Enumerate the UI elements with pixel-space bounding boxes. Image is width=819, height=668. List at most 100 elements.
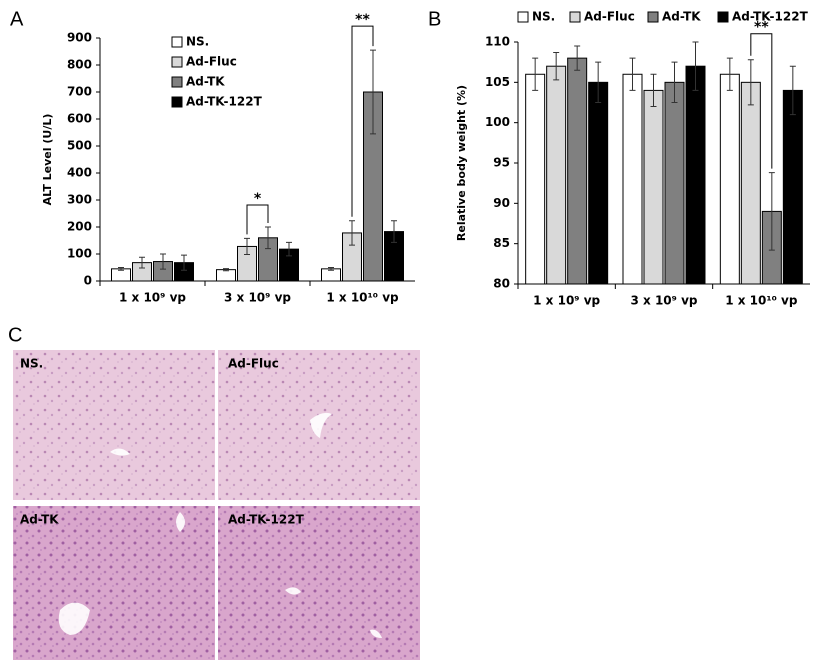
legend-label: Ad-Fluc	[584, 10, 635, 24]
bar	[546, 65, 567, 285]
x-tick-label: 3 x 10⁹ vp	[224, 291, 291, 305]
error-bar	[768, 172, 775, 251]
bar	[643, 89, 664, 285]
micrograph	[218, 506, 420, 660]
bar	[740, 81, 761, 285]
bar	[567, 57, 588, 285]
annotation: *	[254, 191, 262, 207]
annotation: **	[754, 20, 769, 36]
bar	[588, 81, 609, 285]
error-bar	[328, 267, 334, 271]
error-bar	[747, 59, 754, 106]
legend-swatch	[171, 76, 183, 88]
y-tick-label: 85	[493, 236, 510, 250]
legend-label: NS.	[532, 10, 555, 24]
significance-bracket	[750, 33, 773, 169]
error-bar	[789, 65, 796, 116]
micrograph-label: Ad-TK	[20, 513, 59, 527]
legend-swatch	[171, 36, 183, 48]
y-tick-label: 80	[493, 277, 510, 291]
bar	[622, 73, 643, 285]
error-bar	[574, 45, 581, 71]
legend-swatch	[647, 11, 659, 23]
error-bar	[391, 220, 397, 243]
error-bar	[139, 256, 145, 269]
micrograph	[13, 506, 215, 660]
error-bar	[629, 57, 636, 91]
bar	[685, 65, 706, 285]
vessel	[176, 512, 185, 532]
y-tick-label: 105	[485, 75, 510, 89]
bar	[719, 73, 740, 285]
error-bar	[595, 61, 602, 103]
error-bar	[265, 226, 271, 250]
y-tick-label: 100	[485, 115, 510, 129]
y-tick-label: 100	[67, 247, 92, 261]
legend-label: Ad-TK-122T	[186, 95, 263, 109]
vessel	[110, 448, 130, 456]
significance-bracket	[351, 25, 374, 217]
legend-swatch	[717, 11, 729, 23]
y-tick-label: 300	[67, 193, 92, 207]
x-tick-label: 3 x 10⁹ vp	[631, 294, 698, 308]
vessel	[285, 587, 382, 638]
error-bar	[671, 61, 678, 103]
bar	[216, 269, 236, 282]
error-bar	[650, 73, 657, 108]
y-tick-label: 0	[84, 274, 92, 288]
error-bar	[692, 41, 699, 91]
x-tick-label: 1 x 10¹⁰ vp	[725, 294, 798, 308]
micrograph-label: NS.	[20, 357, 43, 371]
error-bar	[349, 220, 355, 246]
error-bar	[223, 268, 229, 272]
legend-swatch	[569, 11, 581, 23]
vessel	[58, 602, 90, 635]
x-tick-label: 1 x 10⁹ vp	[119, 291, 186, 305]
legend-label: Ad-TK	[662, 10, 701, 24]
micrograph-label: Ad-Fluc	[228, 357, 279, 371]
legend-swatch	[171, 96, 183, 108]
bar	[664, 81, 685, 285]
legend-label: Ad-Fluc	[186, 55, 237, 69]
error-bar	[726, 57, 733, 91]
micrograph-label: Ad-TK-122T	[228, 513, 305, 527]
vessel	[310, 412, 332, 438]
y-tick-label: 90	[493, 196, 510, 210]
y-tick-label: 600	[67, 112, 92, 126]
y-tick-label: 800	[67, 58, 92, 72]
y-tick-label: 95	[493, 156, 510, 170]
bar	[525, 73, 546, 285]
error-bar	[553, 51, 560, 81]
legend-label: NS.	[186, 35, 209, 49]
panel-label: C	[8, 324, 22, 346]
x-tick-label: 1 x 10⁹ vp	[533, 294, 600, 308]
error-bar	[118, 267, 124, 271]
legend-swatch	[171, 56, 183, 68]
legend-label: Ad-TK	[186, 75, 225, 89]
histology: NS. Ad-Fluc Ad-TK Ad-TK-122T	[13, 350, 420, 660]
error-bar	[532, 57, 539, 91]
legend-swatch	[517, 11, 529, 23]
legend-label: Ad-TK-122T	[732, 10, 809, 24]
significance-bracket	[246, 204, 269, 235]
y-tick-label: 200	[67, 220, 92, 234]
error-bar	[286, 241, 292, 257]
y-tick-label: 110	[485, 35, 510, 49]
y-tick-label: 700	[67, 85, 92, 99]
error-bar	[181, 254, 187, 271]
y-axis-label: ALT Level (U/L)	[41, 114, 54, 206]
error-bar	[160, 253, 166, 270]
bar	[782, 89, 803, 285]
y-axis-label: Relative body weight (%)	[455, 85, 468, 241]
annotation: **	[355, 12, 370, 28]
y-tick-label: 900	[67, 31, 92, 45]
panel-label: B	[428, 8, 441, 30]
x-tick-label: 1 x 10¹⁰ vp	[326, 291, 399, 305]
y-tick-label: 400	[67, 166, 92, 180]
micrograph	[13, 350, 215, 500]
error-bar	[370, 49, 376, 135]
error-bar	[244, 237, 250, 256]
y-tick-label: 500	[67, 139, 92, 153]
panel-label: A	[10, 8, 24, 30]
